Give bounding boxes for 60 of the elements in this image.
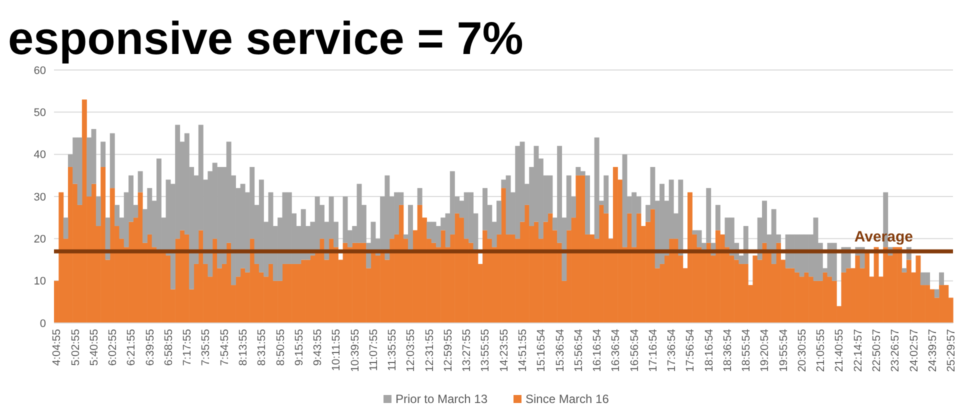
x-tick-label: 12:59:55 [442,329,454,372]
x-tick-label: 9:43:55 [312,329,324,366]
y-tick-label: 50 [34,107,46,120]
x-tick-label: 12:03:55 [405,329,418,372]
y-tick-label: 20 [34,234,46,246]
x-tick-label: 16:36:54 [610,329,622,372]
x-tick-label: 24:02:57 [908,329,920,372]
x-tick-label: 22:14:57 [852,329,864,372]
x-tick-label: 11:35:55 [386,329,399,372]
x-tick-label: 6:39:55 [144,329,156,366]
x-tick-label: 14:51:55 [516,329,529,372]
x-tick-label: 8:50:55 [274,329,287,366]
y-tick-label: 60 [34,64,46,77]
x-tick-label: 18:55:54 [740,329,753,372]
x-tick-label: 13:55:55 [480,329,492,372]
x-tick-label: 14:23:55 [498,329,510,372]
legend-label: Since March 16 [526,392,610,406]
x-tick-label: 15:56:54 [572,329,585,372]
x-tick-label: 16:56:54 [628,329,641,372]
x-tick-label: 18:36:54 [722,329,734,372]
x-tick-label: 24:39:57 [926,329,939,372]
x-tick-label: 17:56:54 [684,329,697,372]
y-tick-label: 30 [34,191,46,204]
x-tick-label: 15:36:54 [554,329,566,372]
ref-line-label: Average [854,228,913,246]
legend-label: Prior to March 13 [396,392,488,406]
x-tick-label: 7:54:55 [218,329,231,366]
x-tick-label: 15:16:54 [536,329,548,372]
x-tick-label: 25:29:57 [946,329,958,372]
x-tick-label: 17:16:54 [647,329,660,372]
x-tick-label: 16:16:54 [592,329,604,372]
x-tick-label: 7:35:55 [200,329,212,366]
x-tick-label: 21:40:55 [834,329,846,372]
x-tick-label: 17:36:54 [666,329,678,372]
x-tick-label: 12:31:55 [424,329,436,372]
x-tick-label: 4:04:55 [51,329,64,366]
x-tick-label: 20:30:55 [796,329,808,372]
x-tick-label: 8:13:55 [238,329,250,366]
y-tick-label: 10 [34,276,46,288]
x-tick-label: 7:17:55 [182,329,194,366]
x-tick-label: 19:20:54 [759,329,772,372]
x-tick-label: 5:02:55 [70,329,82,366]
x-tick-label: 13:27:55 [461,329,474,372]
x-tick-label: 6:58:55 [162,329,175,366]
x-tick-label: 11:07:55 [368,329,380,372]
x-tick-label: 10:11:55 [330,329,343,372]
x-tick-label: 6:21:55 [126,329,138,366]
x-tick-label: 5:40:55 [88,329,100,366]
x-tick-label: 8:31:55 [256,329,268,366]
x-tick-label: 6:02:55 [107,329,120,366]
x-tick-label: 19:55:54 [778,329,790,372]
x-tick-label: 21:05:55 [815,329,828,372]
y-tick-label: 40 [34,149,46,162]
x-tick-label: 9:15:55 [293,329,306,366]
x-tick-label: 23:26:57 [890,329,902,372]
x-tick-label: 10:39:55 [349,329,362,372]
x-tick-label: 18:16:54 [703,329,716,372]
x-tick-label: 22:50:57 [870,329,883,372]
y-tick-label: 0 [40,318,46,330]
chart-title: esponsive service = 7% [8,12,524,64]
